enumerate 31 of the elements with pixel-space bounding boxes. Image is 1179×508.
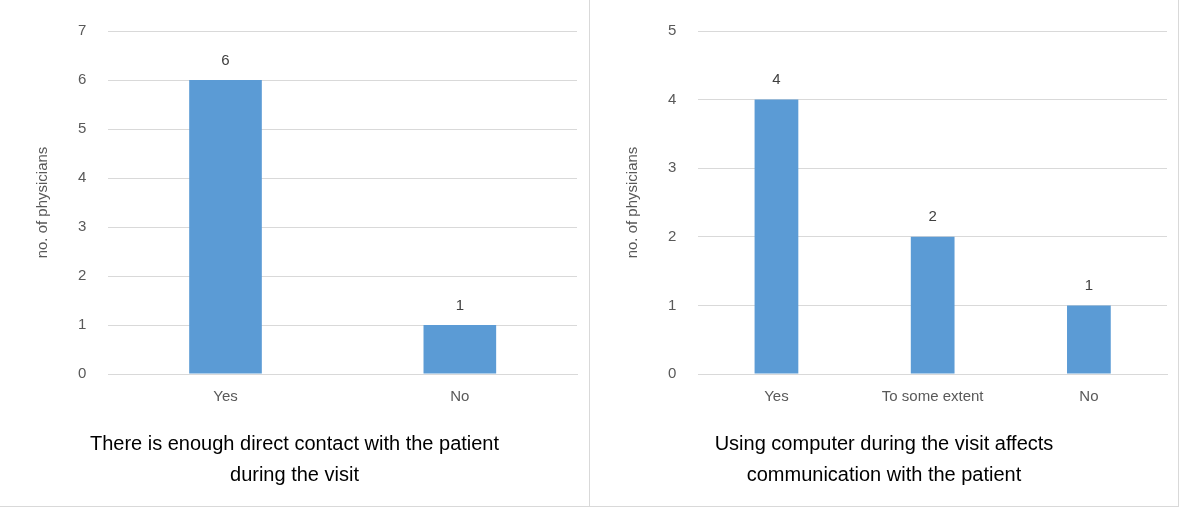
bar: [754, 99, 798, 374]
text: Using computer during the visit affects communication with the patient: [713, 431, 1055, 487]
y-tick-label: 0: [667, 364, 676, 382]
y-tick-label: 4: [78, 168, 87, 186]
bar: [910, 236, 955, 374]
x-tick-label: No: [450, 387, 470, 405]
y-tick-label: 1: [667, 295, 676, 313]
data-label: 1: [1084, 276, 1093, 294]
data-label: 6: [221, 50, 230, 68]
y-tick-label: 3: [667, 158, 676, 176]
data-label: 4: [771, 70, 781, 88]
text: There is enough direct contact with the patient during the visit: [88, 431, 501, 487]
y-tick-label: 4: [667, 89, 676, 107]
y-tick-label: 3: [78, 217, 87, 235]
x-tick-label: Yes: [763, 387, 789, 405]
y-tick-label: 1: [78, 315, 87, 333]
bar: [1066, 305, 1111, 374]
y-tick-label: 0: [78, 364, 87, 382]
x-tick-label: Yes: [213, 387, 238, 405]
data-label: 1: [455, 295, 465, 313]
y-tick-label: 2: [78, 266, 87, 284]
y-axis-title: no. of physicians: [622, 146, 640, 259]
y-tick-label: 5: [78, 119, 87, 137]
y-axis-title: no. of physicians: [33, 146, 51, 259]
x-tick-label: To some extent: [881, 387, 984, 405]
y-tick-label: 7: [78, 21, 87, 39]
y-tick-label: 2: [667, 226, 676, 244]
x-tick-label: No: [1078, 387, 1098, 405]
y-tick-label: 5: [667, 21, 676, 39]
data-label: 2: [928, 207, 937, 225]
y-tick-label: 6: [78, 70, 87, 88]
